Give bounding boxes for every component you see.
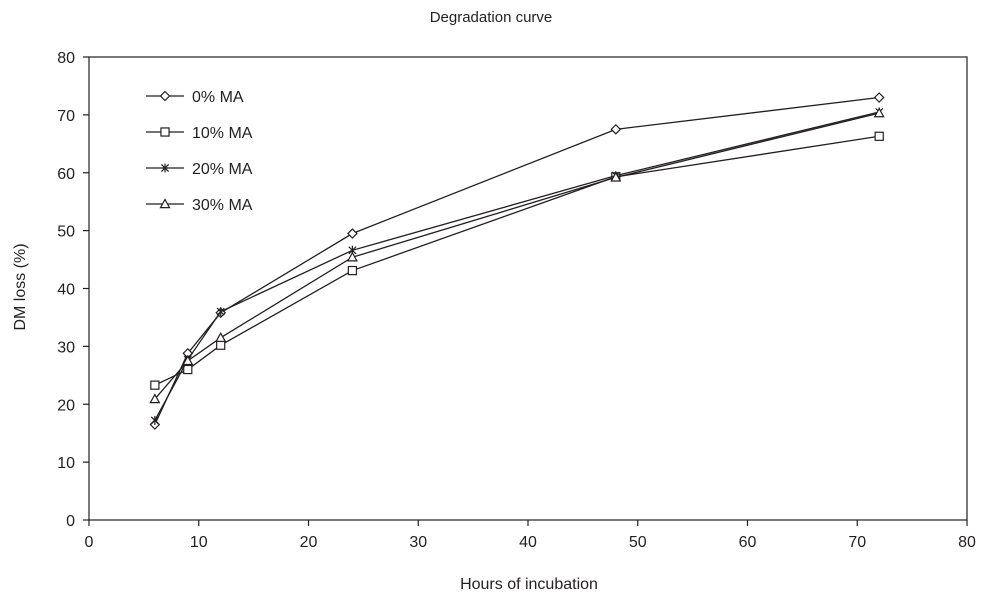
legend-label: 30% MA bbox=[192, 197, 253, 214]
x-axis: 0 10 20 30 40 50 60 70 80 bbox=[85, 520, 976, 551]
y-tick-label: 30 bbox=[57, 339, 75, 356]
data-point bbox=[149, 393, 161, 404]
x-tick-label: 80 bbox=[958, 534, 976, 551]
x-axis-label: Hours of incubation bbox=[460, 576, 598, 593]
x-tick-label: 20 bbox=[300, 534, 318, 551]
x-tick-label: 60 bbox=[739, 534, 757, 551]
legend-item: 10% MA bbox=[146, 125, 253, 142]
legend: 0% MA 10% MA 20% MA 30% MA bbox=[146, 89, 253, 214]
data-point bbox=[216, 307, 225, 317]
x-tick-label: 10 bbox=[190, 534, 208, 551]
series-line bbox=[154, 111, 880, 421]
x-tick-label: 50 bbox=[629, 534, 647, 551]
data-point bbox=[347, 228, 358, 239]
y-tick-label: 20 bbox=[57, 397, 75, 414]
legend-label: 0% MA bbox=[192, 89, 244, 106]
legend-marker bbox=[159, 90, 171, 102]
x-tick-label: 70 bbox=[848, 534, 866, 551]
data-point bbox=[346, 251, 358, 262]
x-tick-label: 0 bbox=[85, 534, 94, 551]
data-point bbox=[347, 265, 358, 276]
data-point bbox=[874, 131, 884, 141]
data-point bbox=[873, 107, 885, 118]
data-point bbox=[215, 331, 227, 342]
series-line bbox=[154, 112, 880, 400]
data-point bbox=[873, 92, 885, 103]
legend-item: 20% MA bbox=[146, 161, 253, 178]
series-layer bbox=[149, 92, 885, 430]
y-tick-label: 50 bbox=[57, 224, 75, 241]
series-0-ma bbox=[149, 92, 885, 430]
legend-marker bbox=[160, 163, 170, 173]
y-tick-label: 80 bbox=[57, 50, 75, 67]
y-axis-label: DM loss (%) bbox=[12, 243, 29, 330]
data-point bbox=[150, 380, 160, 390]
y-axis: 0 10 20 30 40 50 60 70 80 bbox=[57, 50, 89, 530]
data-point bbox=[182, 355, 194, 366]
y-tick-label: 0 bbox=[66, 513, 75, 530]
data-point bbox=[183, 364, 193, 375]
series-line bbox=[154, 135, 880, 386]
chart-title: Degradation curve bbox=[430, 9, 553, 26]
data-point bbox=[150, 415, 159, 425]
legend-marker bbox=[160, 127, 170, 137]
data-point bbox=[610, 171, 622, 182]
y-tick-label: 60 bbox=[57, 166, 75, 183]
legend-item: 30% MA bbox=[146, 197, 253, 214]
data-point bbox=[216, 340, 226, 350]
x-tick-label: 40 bbox=[519, 534, 537, 551]
legend-marker bbox=[159, 198, 171, 209]
data-point bbox=[610, 123, 622, 135]
y-tick-label: 10 bbox=[57, 455, 75, 472]
series-20-ma bbox=[150, 107, 884, 425]
x-tick-label: 30 bbox=[409, 534, 427, 551]
y-tick-label: 40 bbox=[57, 282, 75, 299]
series-10-ma bbox=[150, 131, 884, 390]
legend-label: 10% MA bbox=[192, 125, 253, 142]
y-tick-label: 70 bbox=[57, 108, 75, 125]
series-line bbox=[154, 96, 880, 425]
series-30-ma bbox=[149, 107, 885, 404]
legend-item: 0% MA bbox=[146, 89, 244, 106]
legend-label: 20% MA bbox=[192, 161, 253, 178]
